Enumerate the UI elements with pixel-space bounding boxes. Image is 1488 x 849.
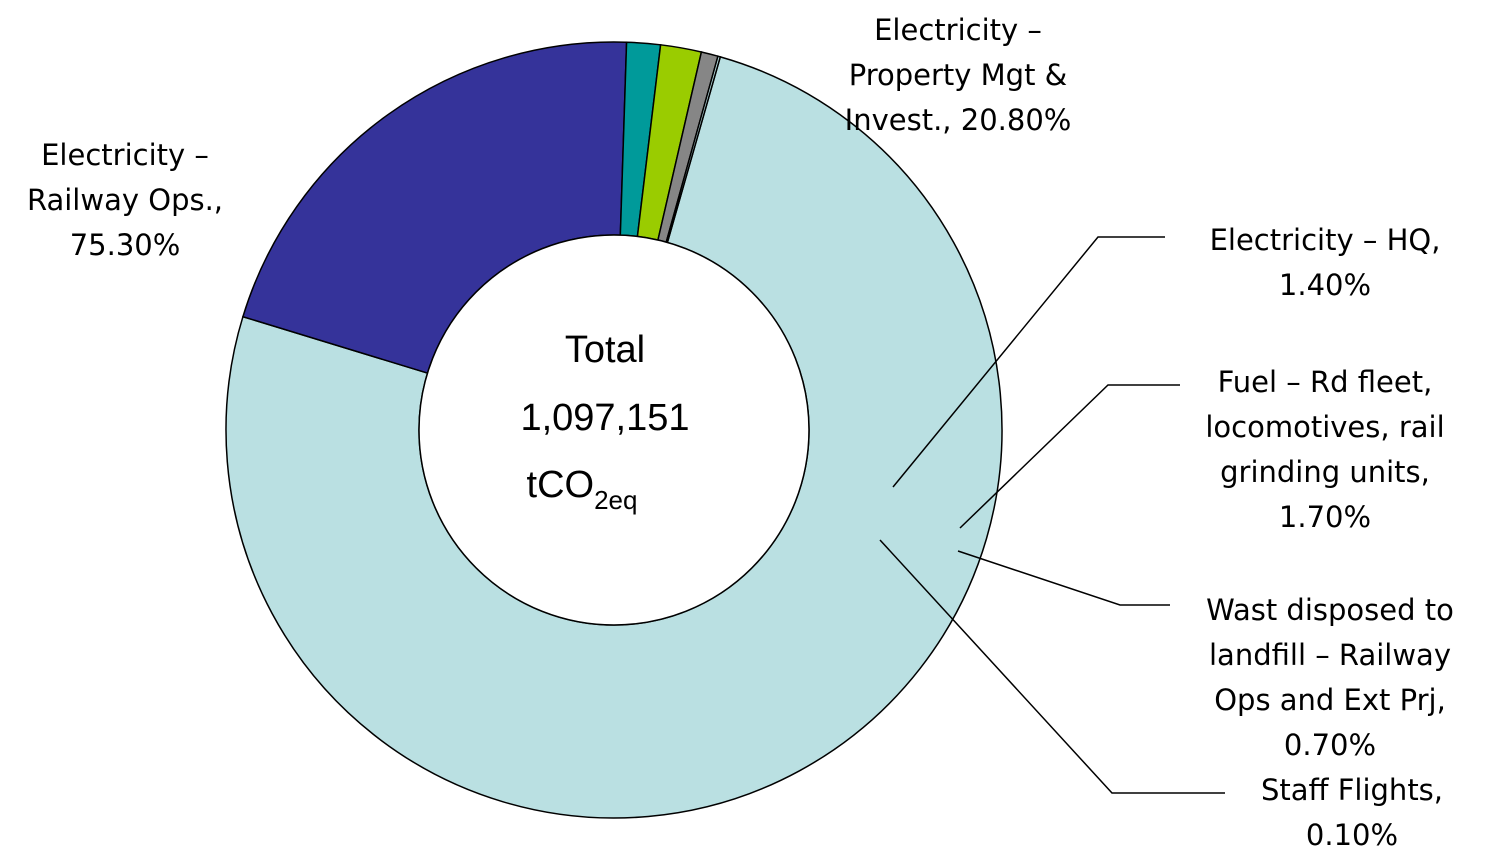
label-line: Wast disposed to <box>1206 593 1454 627</box>
leader-staff-flights <box>879 539 1225 794</box>
center-total-label: Total <box>565 329 645 371</box>
label-staff-flights: Staff Flights, 0.10% <box>1261 773 1443 849</box>
center-unit-subscript: 2eq <box>594 485 637 515</box>
label-line: 0.10% <box>1306 818 1398 849</box>
label-line: 0.70% <box>1284 728 1376 762</box>
label-line: Ops and Ext Prj, <box>1214 683 1446 717</box>
donut-slices <box>225 41 1003 819</box>
label-electricity-railway-ops: Electricity – Railway Ops., 75.30% <box>27 138 223 262</box>
label-line: Railway Ops., <box>27 183 223 217</box>
slice-labels: Electricity – Railway Ops., 75.30%Electric… <box>27 13 1454 849</box>
label-line: locomotives, rail <box>1205 410 1444 444</box>
leader-fuel-rd-fleet-locomotives-rail-grinding-units <box>959 384 1180 529</box>
label-line: Invest., 20.80% <box>845 103 1072 137</box>
leader-lines <box>879 236 1225 794</box>
label-line: Electricity – HQ, <box>1210 223 1441 257</box>
label-line: landfill – Railway <box>1209 638 1451 672</box>
label-electricity-property-mgt-invest: Electricity – Property Mgt & Invest., 20.8… <box>845 13 1072 137</box>
label-wast-disposed-to-landfill-railway-ops-and-ext-prj: Wast disposed to landfill – Railway Ops an… <box>1206 593 1454 762</box>
center-unit-main: tCO <box>527 464 595 506</box>
label-line: 1.70% <box>1279 500 1371 534</box>
label-line: Staff Flights, <box>1261 773 1443 807</box>
center-total-value: 1,097,151 <box>520 397 689 439</box>
label-line: 75.30% <box>70 228 181 262</box>
label-line: Fuel – Rd fleet, <box>1218 365 1433 399</box>
leader-electricity-hq <box>892 236 1165 488</box>
label-electricity-hq: Electricity – HQ, 1.40% <box>1210 223 1441 302</box>
center-unit: tCO2eq <box>527 464 638 515</box>
label-line: Property Mgt & <box>849 58 1068 92</box>
leader-wast-disposed-to-landfill-railway-ops-and-ext-prj <box>957 550 1170 606</box>
center-label: Total 1,097,151 tCO2eq <box>520 329 689 515</box>
donut-hole <box>418 234 810 626</box>
label-line: 1.40% <box>1279 268 1371 302</box>
label-fuel-rd-fleet-locomotives-rail-grinding-units: Fuel – Rd fleet, locomotives, rail grindin… <box>1205 365 1444 534</box>
label-line: grinding units, <box>1220 455 1430 489</box>
label-line: Electricity – <box>874 13 1042 47</box>
label-line: Electricity – <box>41 138 209 172</box>
